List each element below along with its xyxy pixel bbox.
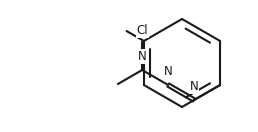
Text: N: N bbox=[190, 80, 198, 93]
Text: Cl: Cl bbox=[136, 25, 148, 37]
Text: N: N bbox=[138, 50, 147, 63]
Text: N: N bbox=[164, 65, 173, 78]
